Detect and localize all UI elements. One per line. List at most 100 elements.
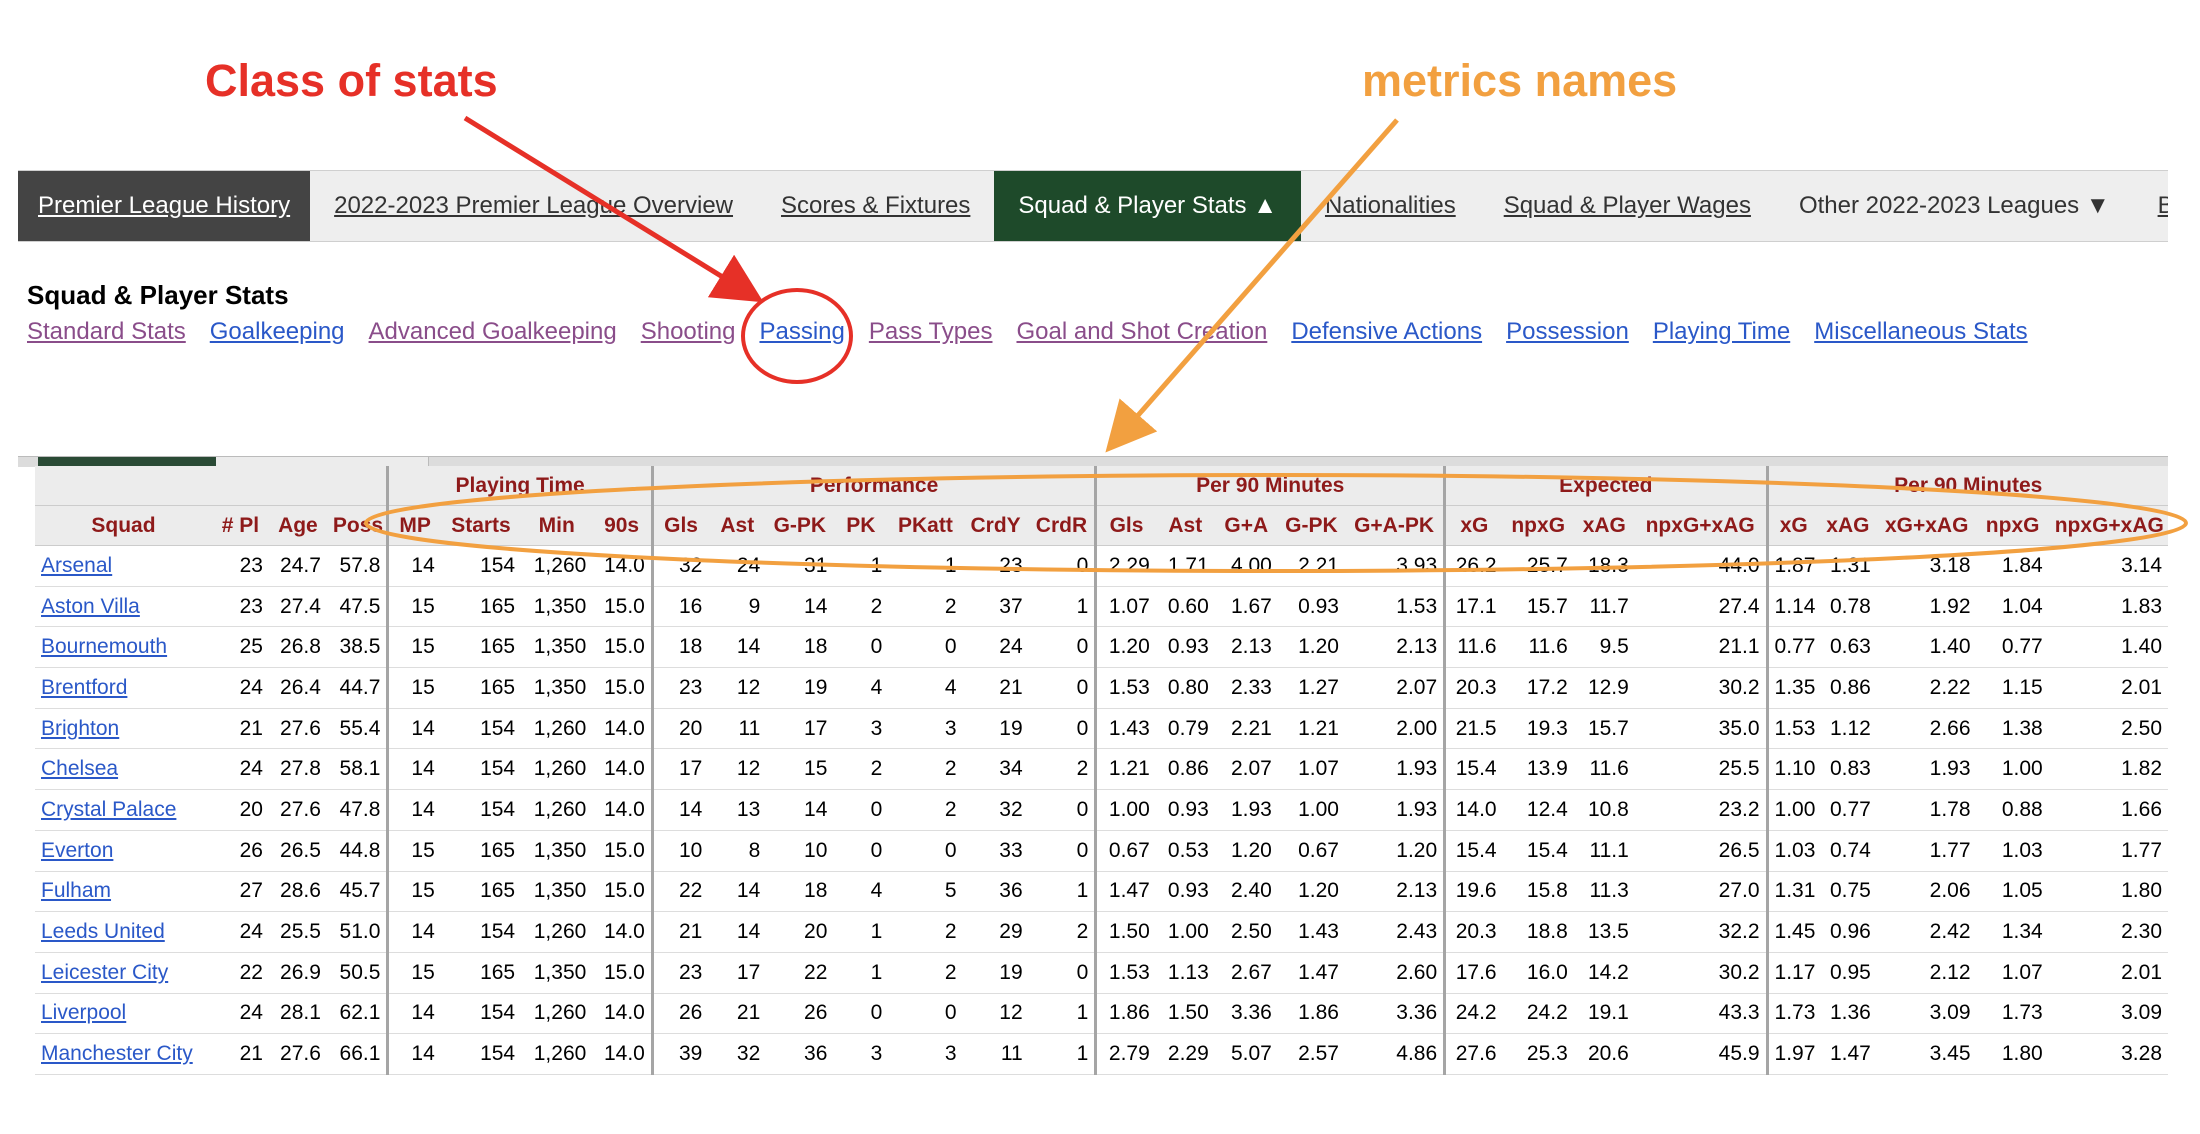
squad-link[interactable]: Everton <box>41 838 114 862</box>
table-tab[interactable] <box>216 457 429 467</box>
table-cell: 165 <box>440 626 522 669</box>
squad-link[interactable]: Crystal Palace <box>41 797 177 821</box>
table-cell: 24.2 <box>1443 993 1503 1035</box>
column-header[interactable]: Ast <box>1155 505 1215 546</box>
table-cell: 1.05 <box>1976 871 2049 913</box>
table-cell: 1.20 <box>1277 626 1345 669</box>
column-header[interactable]: Gls <box>1094 505 1156 546</box>
column-header[interactable]: Starts <box>440 505 522 546</box>
link-goal-shot-creation[interactable]: Goal and Shot Creation <box>1016 318 1268 345</box>
column-header[interactable]: G+A-PK <box>1344 505 1445 546</box>
link-goalkeeping[interactable]: Goalkeeping <box>209 318 345 345</box>
link-playing-time[interactable]: Playing Time <box>1652 318 1791 345</box>
table-cell: 2.07 <box>1214 748 1278 791</box>
column-header[interactable]: xG <box>1443 505 1503 546</box>
column-header[interactable]: Gls <box>650 505 709 546</box>
column-header[interactable]: CrdR <box>1028 505 1096 546</box>
link-advanced-goalkeeping[interactable]: Advanced Goalkeeping <box>368 318 617 345</box>
column-header[interactable]: G+A <box>1214 505 1278 546</box>
table-cell: 2.06 <box>1876 871 1977 913</box>
table-cell: 19.6 <box>1443 871 1503 913</box>
table-cell: 17 <box>708 952 767 994</box>
nav-premier-league-history[interactable]: Premier League History <box>18 171 311 241</box>
table-cell: 1.34 <box>1976 911 2049 953</box>
link-miscellaneous-stats[interactable]: Miscellaneous Stats <box>1814 318 2028 345</box>
squad-link[interactable]: Manchester City <box>41 1042 193 1066</box>
column-header[interactable]: G-PK <box>1277 505 1345 546</box>
link-defensive-actions[interactable]: Defensive Actions <box>1291 318 1483 345</box>
table-cell: 19 <box>766 667 834 709</box>
table-cell: 1.03 <box>1765 830 1819 872</box>
column-header[interactable]: MP <box>386 505 441 546</box>
squad-link[interactable]: Arsenal <box>41 553 113 577</box>
column-header[interactable]: # Pl <box>211 505 269 546</box>
table-cell: 1.67 <box>1214 586 1278 628</box>
column-header[interactable]: 90s <box>592 505 653 546</box>
nav-squad-player-stats[interactable]: Squad & Player Stats ▲ <box>994 171 1301 241</box>
link-possession[interactable]: Possession <box>1506 318 1629 345</box>
table-cell: 1 <box>833 545 889 587</box>
table-row: Liverpool 24 28.1 62.1 14 154 1,260 14.0 26 21 26 0… <box>35 993 2168 1035</box>
column-header[interactable]: npxG <box>1502 505 1574 546</box>
table-cell: 14.0 <box>592 748 653 791</box>
column-header[interactable]: CrdY <box>962 505 1029 546</box>
annotation-class-of-stats: Class of stats <box>205 55 498 106</box>
stat-category-links: Standard Stats Goalkeeping Advanced Goal… <box>27 318 2052 346</box>
table-cell: 21.5 <box>1443 708 1503 750</box>
column-header[interactable]: xG+xAG <box>1876 505 1977 546</box>
squad-link[interactable]: Brentford <box>41 675 128 699</box>
squad-link[interactable]: Liverpool <box>41 1001 127 1025</box>
table-cell: 24.7 <box>268 545 327 587</box>
squad-link[interactable]: Fulham <box>41 879 112 903</box>
table-cell: 58.1 <box>326 748 388 791</box>
table-cell: 1.73 <box>1765 993 1819 1035</box>
column-header[interactable]: Poss <box>326 505 388 546</box>
column-header[interactable]: xG <box>1765 505 1819 546</box>
column-header[interactable]: npxG+xAG <box>1634 505 1768 546</box>
nav-season-overview[interactable]: 2022-2023 Premier League Overview <box>334 192 734 219</box>
table-cell: 30.2 <box>1634 667 1768 709</box>
table-cell: 15.4 <box>1502 830 1574 872</box>
column-header[interactable]: Squad <box>35 505 212 546</box>
table-cell: 0.96 <box>1818 911 1877 953</box>
link-shooting[interactable]: Shooting <box>640 318 736 345</box>
table-cell: 2.29 <box>1155 1033 1215 1075</box>
squad-link[interactable]: Leeds United <box>41 920 165 944</box>
squad-cell: Arsenal <box>35 545 212 587</box>
column-header[interactable]: npxG+xAG <box>2048 505 2168 546</box>
column-header[interactable]: Ast <box>708 505 767 546</box>
nav-nationalities[interactable]: Nationalities <box>1324 192 1456 219</box>
nav-back-to[interactable]: Back to <box>2134 171 2168 241</box>
table-cell: 21 <box>650 911 709 953</box>
column-header[interactable]: PKatt <box>888 505 963 546</box>
column-header[interactable]: Age <box>268 505 327 546</box>
nav-squad-player-wages[interactable]: Squad & Player Wages <box>1503 192 1751 219</box>
table-cell: 3 <box>888 708 963 750</box>
table-cell: 1.00 <box>1155 911 1215 953</box>
squad-cell: Fulham <box>35 871 212 913</box>
table-cell: 1.13 <box>1155 952 1215 994</box>
table-tab-active[interactable] <box>38 457 216 467</box>
nav-other-leagues[interactable]: Other 2022-2023 Leagues ▼ <box>1798 192 2110 219</box>
table-cell: 1.97 <box>1765 1033 1819 1075</box>
squad-link[interactable]: Aston Villa <box>41 594 140 618</box>
table-row: Leeds United 24 25.5 51.0 14 154 1,260 14.0 21 14… <box>35 911 2168 953</box>
column-header[interactable]: npxG <box>1976 505 2049 546</box>
nav-scores-fixtures[interactable]: Scores & Fixtures <box>781 192 971 219</box>
squad-link[interactable]: Brighton <box>41 716 120 740</box>
column-header[interactable]: G-PK <box>766 505 834 546</box>
link-passing[interactable]: Passing <box>759 318 845 345</box>
table-cell: 0 <box>1028 830 1096 872</box>
squad-link[interactable]: Leicester City <box>41 960 169 984</box>
squad-link[interactable]: Bournemouth <box>41 635 168 659</box>
table-cell: 1.45 <box>1765 911 1819 953</box>
squad-link[interactable]: Chelsea <box>41 757 119 781</box>
link-pass-types[interactable]: Pass Types <box>868 318 993 345</box>
column-header[interactable]: xAG <box>1818 505 1877 546</box>
column-header[interactable]: PK <box>833 505 889 546</box>
table-cell: 1,350 <box>521 586 593 628</box>
column-header[interactable]: Min <box>521 505 593 546</box>
table-group-header-row: Playing Time Performance Per 90 Minutes Exp… <box>35 466 2168 506</box>
link-standard-stats[interactable]: Standard Stats <box>27 318 186 345</box>
column-header[interactable]: xAG <box>1573 505 1635 546</box>
